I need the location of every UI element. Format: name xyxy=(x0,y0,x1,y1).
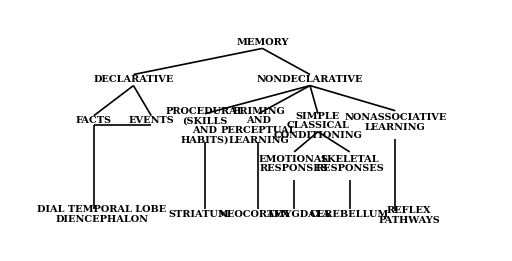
Text: NEOCORTEX: NEOCORTEX xyxy=(219,210,290,219)
Text: NONASSOCIATIVE
LEARNING: NONASSOCIATIVE LEARNING xyxy=(344,114,446,132)
Text: SKELETAL
RESPONSES: SKELETAL RESPONSES xyxy=(315,155,384,173)
Text: STRIATUM: STRIATUM xyxy=(168,210,229,219)
Text: DIAL TEMPORAL LOBE
DIENCEPHALON: DIAL TEMPORAL LOBE DIENCEPHALON xyxy=(37,205,166,224)
Text: DECLARATIVE: DECLARATIVE xyxy=(93,75,174,84)
Text: PROCEDURAL
(SKILLS
AND
HABITS): PROCEDURAL (SKILLS AND HABITS) xyxy=(165,107,244,145)
Text: EMOTIONAL
RESPONSES: EMOTIONAL RESPONSES xyxy=(259,155,329,173)
Text: NONDECLARATIVE: NONDECLARATIVE xyxy=(257,75,364,84)
Text: SIMPLE
CLASSICAL
CONDITIONING: SIMPLE CLASSICAL CONDITIONING xyxy=(273,111,362,140)
Text: FACTS: FACTS xyxy=(76,116,112,125)
Text: EVENTS: EVENTS xyxy=(129,116,174,125)
Text: AMYGDALA: AMYGDALA xyxy=(266,210,330,219)
Text: MEMORY: MEMORY xyxy=(236,38,289,47)
Text: PRIMING
AND
PERCEPTUAL
LEARNING: PRIMING AND PERCEPTUAL LEARNING xyxy=(221,107,296,145)
Text: CEREBELLUM: CEREBELLUM xyxy=(310,210,389,219)
Text: REFLEX
PATHWAYS: REFLEX PATHWAYS xyxy=(378,206,440,225)
